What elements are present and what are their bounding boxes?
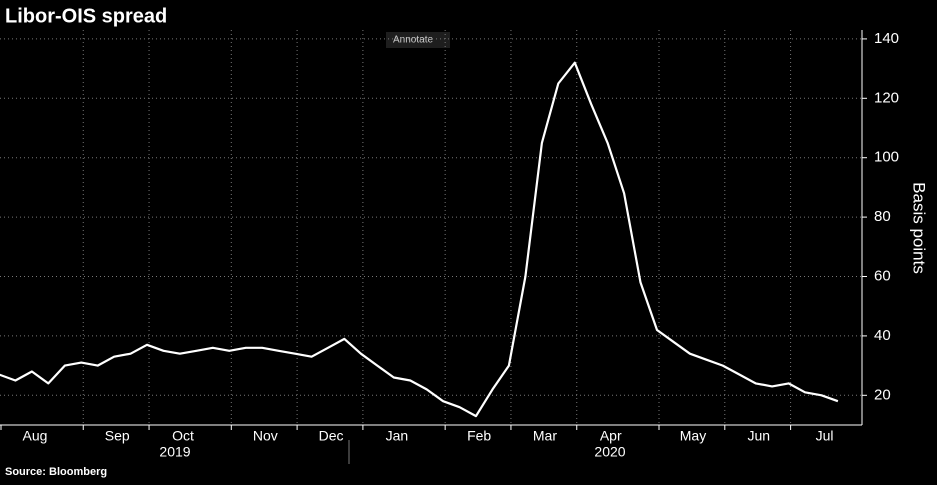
y-tick-label: 100 xyxy=(874,149,899,166)
y-tick-label: 40 xyxy=(874,327,891,344)
chart-title: Libor-OIS spread xyxy=(5,5,167,27)
x-tick-label: Mar xyxy=(533,428,557,444)
x-tick-label: Jul xyxy=(816,428,834,444)
x-tick-label: Dec xyxy=(319,428,344,444)
year-label: 2020 xyxy=(594,444,625,460)
y-tick-label: 60 xyxy=(874,267,891,284)
y-tick-label: 140 xyxy=(874,30,899,47)
x-tick-label: Jan xyxy=(386,428,409,444)
x-tick-label: Aug xyxy=(23,428,48,444)
x-tick-label: Oct xyxy=(172,428,194,444)
x-tick-label: Feb xyxy=(467,428,491,444)
y-axis-label: Basis points xyxy=(910,182,929,274)
y-tick-label: 20 xyxy=(874,386,891,403)
x-tick-label: Nov xyxy=(253,428,278,444)
y-tick-label: 120 xyxy=(874,89,899,106)
line xyxy=(0,61,839,418)
x-tick-label: Sep xyxy=(105,428,130,444)
annotate-button[interactable] xyxy=(386,32,450,48)
x-tick-label: Apr xyxy=(600,428,622,444)
x-tick-label: Jun xyxy=(748,428,771,444)
x-tick-label: May xyxy=(680,428,706,444)
source: Source: Bloomberg xyxy=(5,466,107,478)
annotate-label[interactable]: Annotate xyxy=(393,35,433,46)
year-label: 2019 xyxy=(159,444,190,460)
y-tick-label: 80 xyxy=(874,208,891,225)
